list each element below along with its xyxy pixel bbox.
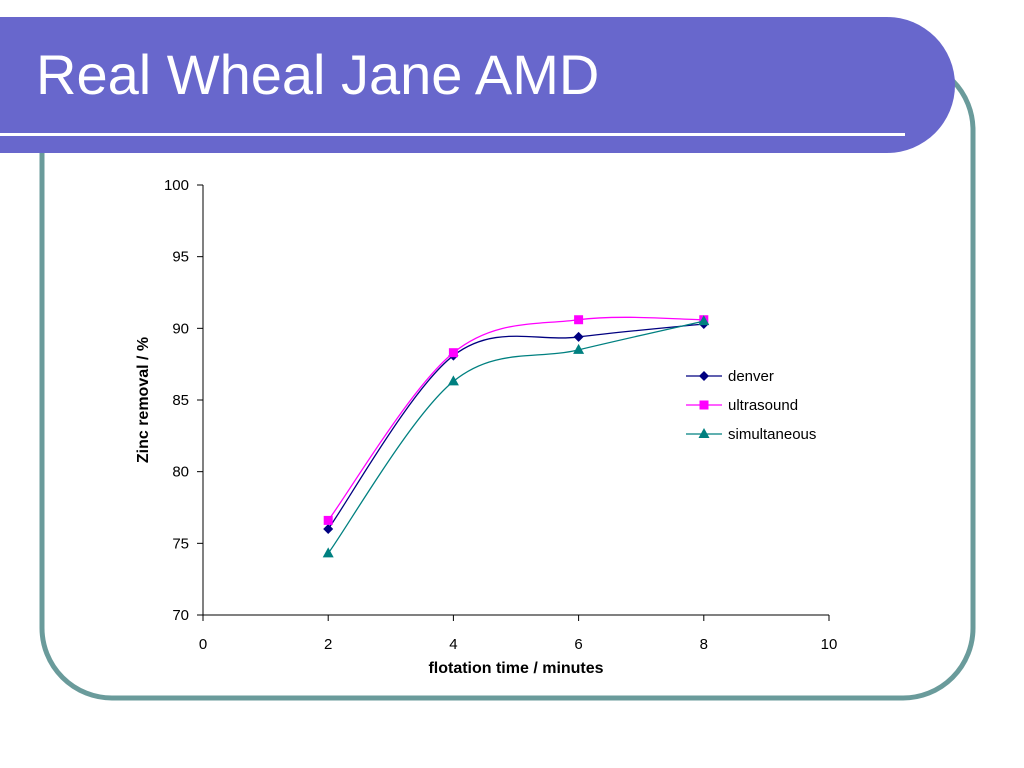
- legend-marker-denver: [699, 371, 709, 381]
- y-tick-label: 95: [172, 249, 189, 266]
- legend-marker-simultaneous: [698, 428, 710, 438]
- data-point-simultaneous: [447, 375, 459, 386]
- y-tick-label: 70: [172, 607, 189, 624]
- chart-axes: 70 75 80 85 90 95 100 0 2 4 6 8 10: [164, 177, 837, 653]
- y-tick-label: 80: [172, 464, 189, 481]
- y-tick-label: 85: [172, 392, 189, 409]
- legend-label-simultaneous: simultaneous: [728, 426, 816, 443]
- series-line-denver: [327, 323, 704, 530]
- x-tick-label: 4: [449, 636, 457, 653]
- legend-marker-ultrasound: [699, 400, 709, 410]
- data-point-ultrasound: [323, 515, 333, 525]
- data-point-denver: [323, 524, 334, 534]
- chart-legend: denver ultrasound simultaneous: [686, 368, 816, 443]
- x-tick-label: 2: [324, 636, 332, 653]
- slide-title: Real Wheal Jane AMD: [36, 43, 600, 106]
- title-rule: [0, 133, 905, 136]
- series-line-ultrasound: [327, 316, 704, 521]
- data-point-ultrasound: [448, 348, 458, 358]
- data-point-simultaneous: [322, 547, 334, 558]
- data-point-denver: [573, 331, 584, 342]
- x-tick-label: 6: [574, 636, 582, 653]
- data-point-simultaneous: [698, 315, 710, 326]
- series-layer: [322, 315, 710, 558]
- y-tick-label: 75: [172, 535, 189, 552]
- legend-label-denver: denver: [728, 368, 774, 385]
- legend-label-ultrasound: ultrasound: [728, 397, 798, 414]
- y-tick-label: 100: [164, 177, 189, 194]
- x-tick-label: 10: [821, 636, 838, 653]
- y-axis-title: Zinc removal / %: [135, 337, 152, 463]
- y-tick-label: 90: [172, 320, 189, 337]
- x-tick-label: 0: [199, 636, 207, 653]
- x-tick-label: 8: [700, 636, 708, 653]
- data-point-simultaneous: [573, 343, 585, 354]
- title-banner: [0, 17, 955, 153]
- data-point-ultrasound: [574, 315, 584, 325]
- x-axis-title: flotation time / minutes: [428, 660, 603, 677]
- series-line-simultaneous: [327, 320, 704, 554]
